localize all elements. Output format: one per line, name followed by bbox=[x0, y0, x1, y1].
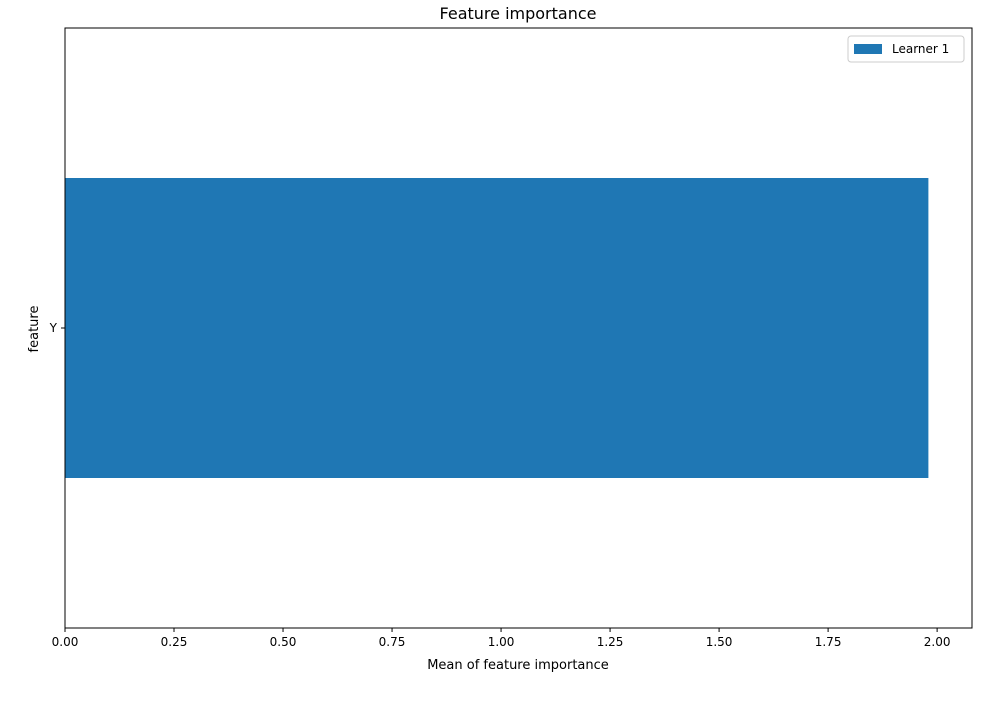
x-tick-label: 0.75 bbox=[379, 635, 406, 649]
x-axis-label: Mean of feature importance bbox=[427, 658, 609, 673]
legend-box bbox=[847, 35, 965, 63]
x-tick-label: 0.00 bbox=[52, 635, 79, 649]
x-tick-label: 0.50 bbox=[270, 635, 297, 649]
bar-y bbox=[65, 178, 929, 478]
legend-label: Learner 1 bbox=[892, 42, 949, 56]
x-tick-label: 1.25 bbox=[597, 635, 624, 649]
x-tick-label: 1.75 bbox=[815, 635, 842, 649]
legend-swatch bbox=[854, 44, 882, 54]
y-axis-label: feature bbox=[27, 306, 42, 353]
plot-area: 0.00 0.25 0.50 0.75 1.00 1.25 1.50 1.75 2.00 Y Lea… bbox=[49, 27, 973, 649]
x-tick-label: 0.25 bbox=[161, 635, 188, 649]
x-tick-label: 1.00 bbox=[488, 635, 515, 649]
x-tick-label: 2.00 bbox=[924, 635, 951, 649]
chart-title: Feature importance bbox=[440, 4, 597, 23]
x-tick-label: 1.50 bbox=[706, 635, 733, 649]
y-tick-label: Y bbox=[49, 321, 58, 335]
